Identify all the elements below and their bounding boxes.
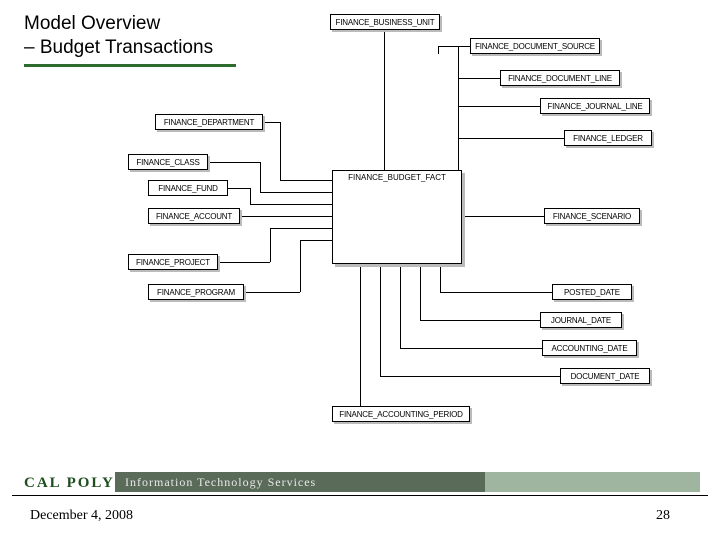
fact-table: FINANCE_BUDGET_FACT (332, 170, 462, 264)
entity-program: FINANCE_PROGRAM (148, 284, 244, 300)
footer-stripe (485, 472, 700, 492)
entity-bus_unit: FINANCE_BUSINESS_UNIT (330, 14, 440, 30)
connector (244, 292, 300, 293)
footer-logo: CAL POLY (24, 475, 115, 492)
connector (360, 264, 361, 406)
connector (300, 240, 301, 292)
connector (270, 228, 271, 262)
entity-account: FINANCE_ACCOUNT (148, 208, 240, 224)
connector (380, 376, 560, 377)
connector (300, 240, 332, 241)
connector (218, 262, 270, 263)
entity-fund: FINANCE_FUND (148, 180, 228, 196)
connector (260, 192, 332, 193)
connector (240, 216, 332, 217)
connector (458, 138, 564, 139)
footer-its-text: Information Technology Services (125, 475, 316, 490)
connector (260, 162, 261, 192)
connector (458, 106, 540, 107)
entity-project: FINANCE_PROJECT (128, 254, 218, 270)
connector (250, 188, 251, 204)
erd-diagram: FINANCE_BUDGET_FACT FINANCE_BUSINESS_UNIT… (0, 0, 720, 540)
connector (280, 180, 332, 181)
connector (250, 204, 332, 205)
entity-acct_date: ACCOUNTING_DATE (542, 340, 637, 356)
entity-doc_line: FINANCE_DOCUMENT_LINE (500, 70, 620, 86)
connector (458, 46, 459, 170)
entity-doc_source: FINANCE_DOCUMENT_SOURCE (470, 38, 600, 54)
entity-jrnl_line: FINANCE_JOURNAL_LINE (540, 98, 650, 114)
connector (380, 264, 381, 376)
connector (438, 46, 439, 54)
connector (458, 78, 500, 79)
connector (440, 264, 441, 292)
footer-its-bar: Information Technology Services (115, 472, 485, 492)
connector (420, 264, 421, 320)
connector (280, 122, 281, 180)
connector (438, 46, 470, 47)
connector (384, 30, 385, 170)
connector (270, 228, 332, 229)
entity-posted: POSTED_DATE (552, 284, 632, 300)
footer-page: 28 (656, 508, 670, 524)
connector (420, 320, 540, 321)
connector (462, 216, 544, 217)
connector (228, 188, 250, 189)
connector (263, 122, 280, 123)
footer-rule (12, 495, 708, 496)
connector (400, 348, 542, 349)
entity-acct_period: FINANCE_ACCOUNTING_PERIOD (332, 406, 470, 422)
entity-doc_date: DOCUMENT_DATE (560, 368, 650, 384)
connector (440, 292, 552, 293)
connector (208, 162, 260, 163)
entity-class: FINANCE_CLASS (128, 154, 208, 170)
connector (400, 264, 401, 348)
footer-date: December 4, 2008 (30, 508, 133, 524)
entity-department: FINANCE_DEPARTMENT (155, 114, 263, 130)
entity-jrnl_date: JOURNAL_DATE (540, 312, 622, 328)
entity-scenario: FINANCE_SCENARIO (544, 208, 640, 224)
entity-ledger: FINANCE_LEDGER (564, 130, 652, 146)
